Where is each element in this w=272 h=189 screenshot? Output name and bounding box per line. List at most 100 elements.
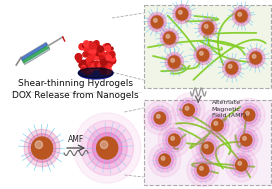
Circle shape xyxy=(199,139,217,157)
Circle shape xyxy=(148,12,166,32)
Circle shape xyxy=(200,166,203,170)
Circle shape xyxy=(201,108,233,142)
Circle shape xyxy=(252,54,256,58)
Circle shape xyxy=(94,51,100,57)
Circle shape xyxy=(28,134,56,162)
Circle shape xyxy=(166,131,183,149)
Circle shape xyxy=(86,59,91,64)
Circle shape xyxy=(167,55,181,69)
Circle shape xyxy=(99,64,106,71)
Circle shape xyxy=(101,57,107,64)
Circle shape xyxy=(80,44,84,48)
Circle shape xyxy=(206,113,229,137)
Circle shape xyxy=(226,62,237,74)
Circle shape xyxy=(92,50,96,54)
Circle shape xyxy=(79,63,84,67)
Circle shape xyxy=(100,68,106,74)
Circle shape xyxy=(169,56,180,68)
Circle shape xyxy=(109,63,112,66)
Circle shape xyxy=(85,59,89,63)
Circle shape xyxy=(84,41,89,47)
Circle shape xyxy=(172,93,205,127)
Ellipse shape xyxy=(78,68,113,78)
Circle shape xyxy=(86,65,92,70)
Circle shape xyxy=(161,156,165,160)
Circle shape xyxy=(89,52,94,57)
Circle shape xyxy=(225,61,239,75)
Circle shape xyxy=(96,48,100,51)
Circle shape xyxy=(95,57,98,60)
Circle shape xyxy=(246,111,249,115)
Circle shape xyxy=(228,64,232,68)
Circle shape xyxy=(230,123,262,157)
Circle shape xyxy=(183,104,194,116)
Circle shape xyxy=(104,56,107,60)
Circle shape xyxy=(92,42,97,46)
Circle shape xyxy=(249,51,262,65)
Circle shape xyxy=(94,61,100,67)
Circle shape xyxy=(149,143,181,177)
Circle shape xyxy=(103,64,106,67)
Circle shape xyxy=(102,69,107,74)
Circle shape xyxy=(95,63,101,70)
Circle shape xyxy=(84,64,91,70)
Circle shape xyxy=(88,47,94,53)
Circle shape xyxy=(100,53,106,59)
Circle shape xyxy=(105,45,110,51)
Circle shape xyxy=(204,24,208,28)
Circle shape xyxy=(238,161,242,165)
Circle shape xyxy=(110,56,115,61)
Circle shape xyxy=(204,144,208,148)
Circle shape xyxy=(98,55,104,60)
Circle shape xyxy=(106,44,110,49)
Circle shape xyxy=(87,127,127,169)
Circle shape xyxy=(250,52,261,64)
Circle shape xyxy=(196,136,219,160)
Circle shape xyxy=(214,121,218,125)
Circle shape xyxy=(82,46,86,50)
Circle shape xyxy=(163,31,176,45)
Circle shape xyxy=(85,42,89,46)
Circle shape xyxy=(165,52,184,72)
Circle shape xyxy=(94,43,100,49)
Ellipse shape xyxy=(78,67,113,79)
Circle shape xyxy=(88,70,91,74)
Circle shape xyxy=(81,121,134,176)
Circle shape xyxy=(83,45,86,49)
Circle shape xyxy=(98,63,104,69)
Circle shape xyxy=(209,116,226,134)
FancyBboxPatch shape xyxy=(144,100,271,185)
Circle shape xyxy=(163,128,186,152)
Circle shape xyxy=(236,10,247,22)
Circle shape xyxy=(93,45,99,51)
Circle shape xyxy=(151,109,169,127)
Circle shape xyxy=(151,16,163,28)
Circle shape xyxy=(89,68,93,73)
Circle shape xyxy=(169,134,180,146)
Circle shape xyxy=(149,106,171,130)
Circle shape xyxy=(106,52,109,55)
Circle shape xyxy=(103,44,107,48)
Polygon shape xyxy=(23,46,49,63)
Circle shape xyxy=(84,47,87,51)
Circle shape xyxy=(243,109,255,121)
Circle shape xyxy=(102,59,107,65)
Circle shape xyxy=(75,54,82,60)
Circle shape xyxy=(232,6,251,26)
Circle shape xyxy=(100,66,105,71)
Circle shape xyxy=(83,44,86,48)
Circle shape xyxy=(225,148,257,182)
Circle shape xyxy=(178,10,182,14)
Circle shape xyxy=(98,47,104,54)
Circle shape xyxy=(110,47,113,50)
Polygon shape xyxy=(21,43,50,64)
Circle shape xyxy=(240,134,252,146)
Circle shape xyxy=(235,128,258,152)
FancyBboxPatch shape xyxy=(144,5,271,88)
Circle shape xyxy=(102,63,108,69)
Circle shape xyxy=(94,41,99,46)
Circle shape xyxy=(86,46,90,49)
Circle shape xyxy=(87,54,94,61)
Circle shape xyxy=(153,148,176,172)
Circle shape xyxy=(201,21,215,35)
